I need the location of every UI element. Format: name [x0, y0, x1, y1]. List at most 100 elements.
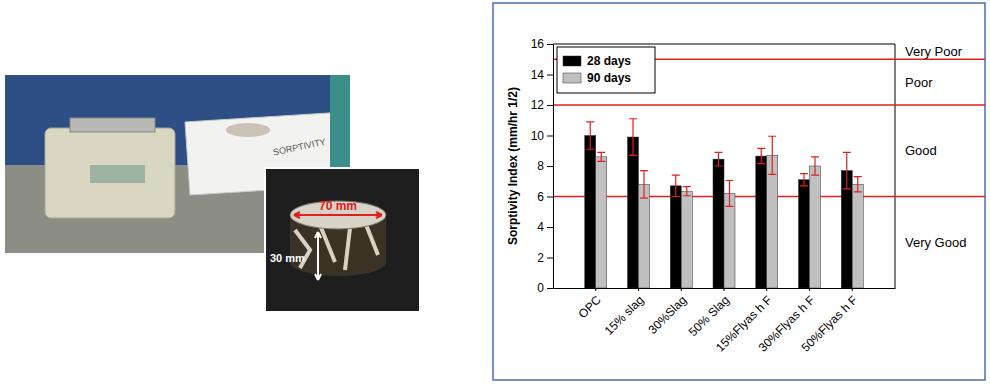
bar — [756, 156, 767, 288]
bar — [799, 180, 810, 288]
y-tick-label: 0 — [537, 281, 544, 295]
legend-label: 90 days — [587, 71, 631, 85]
y-tick: 6 — [537, 190, 553, 204]
height-arrow — [315, 232, 321, 280]
balance-pan — [70, 118, 155, 132]
error-bar — [757, 148, 765, 163]
error-bar — [811, 157, 819, 175]
y-tick-label: 2 — [537, 251, 544, 265]
error-bar — [843, 152, 851, 189]
y-tick-mark — [547, 75, 553, 76]
x-tick-mark — [809, 288, 810, 291]
x-tick-mark — [638, 288, 639, 291]
zone-label: Very Good — [905, 235, 966, 250]
y-tick-label: 12 — [531, 98, 545, 112]
legend: 28 days 90 days — [557, 47, 655, 93]
plot-frame — [553, 44, 895, 288]
balance-body — [45, 128, 175, 218]
zone-label: Good — [905, 143, 937, 158]
bar — [713, 159, 724, 288]
x-tick: 15% slag — [602, 288, 647, 338]
error-bar — [683, 187, 691, 196]
series — [596, 155, 864, 288]
inset-frame — [265, 168, 420, 312]
diameter-label: 70 mm — [319, 199, 357, 213]
error-bar — [800, 174, 808, 186]
error-bars — [586, 119, 851, 197]
legend-label: 28 days — [587, 54, 631, 68]
y-tick: 14 — [531, 68, 553, 82]
y-tick-label: 8 — [537, 159, 544, 173]
error-bar — [768, 136, 776, 174]
y-tick-mark — [547, 288, 553, 289]
bar — [670, 186, 681, 288]
bar — [724, 193, 735, 288]
y-tick: 10 — [531, 129, 553, 143]
zone-label: Poor — [905, 75, 933, 90]
inset-photo: 70 mm 30 mm — [265, 168, 420, 312]
y-tick: 0 — [537, 281, 553, 295]
error-bar — [640, 171, 648, 198]
y-tick-label: 14 — [531, 68, 545, 82]
x-tick-label: 30%Slag — [645, 293, 689, 337]
threshold-line — [553, 104, 985, 106]
bar — [628, 137, 639, 288]
bar — [639, 184, 650, 288]
y-tick-mark — [547, 105, 553, 106]
y-tick-mark — [547, 136, 553, 137]
x-tick-mark — [724, 288, 725, 291]
x-tick-mark — [852, 288, 853, 291]
legend-swatch — [563, 56, 581, 66]
y-tick-label: 4 — [537, 220, 544, 234]
error-bars — [597, 136, 862, 206]
x-axis: OPC15% slag30%Slag50% Slag15%Flyas h F30… — [554, 288, 896, 355]
x-tick-label: 50%Flyas h F — [799, 293, 861, 355]
bar — [852, 184, 863, 288]
error-bar — [715, 152, 723, 166]
marks — [585, 119, 864, 288]
y-tick: 8 — [537, 159, 553, 173]
y-tick-mark — [547, 227, 553, 228]
x-tick-mark — [595, 288, 596, 291]
tray-specimen — [226, 123, 270, 137]
y-axis: 0 2 4 6 8 10 12 14 16 — [531, 37, 554, 295]
y-tick-label: 16 — [531, 37, 545, 51]
y-axis-line — [553, 45, 554, 289]
error-bar — [672, 175, 680, 196]
legend-box — [557, 47, 655, 93]
bar — [810, 166, 821, 288]
x-tick: 30%Slag — [645, 288, 689, 337]
height-label: 30 mm — [270, 252, 305, 264]
x-tick-mark — [766, 288, 767, 291]
bar — [767, 155, 778, 288]
figure: SORPTIVITY 70 mm 30 mm Very Good Good Poor Ver… — [0, 0, 990, 385]
y-tick-mark — [547, 44, 553, 45]
x-tick-mark — [681, 288, 682, 291]
y-tick-label: 10 — [531, 129, 545, 143]
x-tick: OPC — [576, 288, 605, 321]
y-tick-mark — [547, 258, 553, 259]
x-tick: 50%Flyas h F — [799, 288, 861, 355]
legend-swatch — [563, 73, 581, 83]
y-tick: 4 — [537, 220, 553, 234]
tray-label: SORPTIVITY — [272, 137, 326, 158]
error-bar — [597, 152, 605, 161]
bar — [681, 191, 692, 288]
x-tick-label: 15% slag — [602, 293, 647, 338]
bar — [596, 157, 607, 288]
y-tick-mark — [547, 197, 553, 198]
chart-border — [493, 3, 985, 380]
zone-label: Very Poor — [905, 44, 963, 59]
error-bar — [854, 177, 862, 192]
y-axis-title: Sorptivity Index (mm/hr 1/2) — [506, 87, 520, 245]
error-bar — [586, 122, 594, 149]
y-tick-mark — [547, 166, 553, 167]
series — [585, 136, 853, 289]
bar — [585, 136, 596, 289]
y-tick: 16 — [531, 37, 553, 51]
x-tick-label: OPC — [576, 293, 605, 322]
y-tick: 2 — [537, 251, 553, 265]
balance-display — [90, 165, 145, 183]
y-tick-label: 6 — [537, 190, 544, 204]
y-tick: 12 — [531, 98, 553, 112]
